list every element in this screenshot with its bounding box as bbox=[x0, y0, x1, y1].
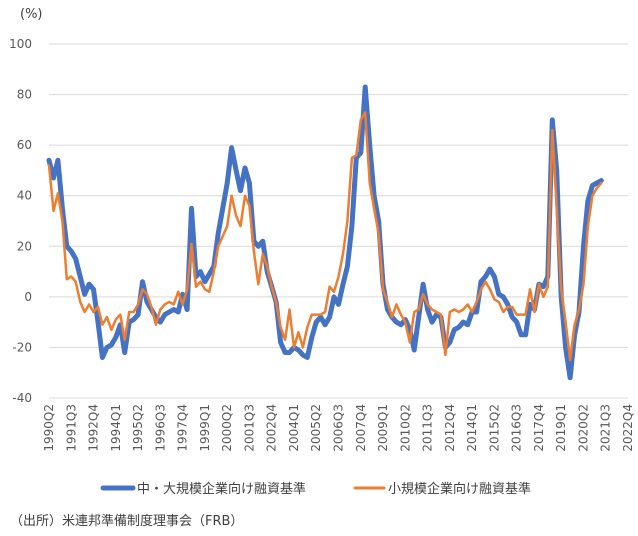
series-line-small bbox=[47, 111, 603, 362]
legend-label-large-mid: 中・大規模企業向け融資基準 bbox=[137, 481, 306, 497]
source-note: （出所）米連邦準備制度理事会（FRB） bbox=[10, 514, 244, 529]
x-tick-label: 2005Q2 bbox=[309, 404, 323, 452]
series-line-large-mid bbox=[46, 84, 604, 381]
x-tick-label: 1996Q3 bbox=[153, 404, 167, 452]
x-tick-label: 1994Q1 bbox=[109, 404, 123, 452]
x-tick-label: 2014Q1 bbox=[465, 404, 479, 452]
x-tick-label: 2011Q3 bbox=[421, 404, 435, 452]
x-tick-label: 2009Q1 bbox=[376, 404, 390, 452]
x-tick-label: 2012Q4 bbox=[443, 404, 457, 452]
gridlines bbox=[49, 43, 628, 399]
x-tick-label: 2017Q4 bbox=[532, 404, 546, 452]
x-tick-label: 1992Q4 bbox=[87, 404, 101, 452]
y-axis-unit-label: (%) bbox=[20, 7, 43, 22]
x-tick-label: 2000Q2 bbox=[220, 404, 234, 452]
x-tick-label: 1997Q4 bbox=[176, 404, 190, 452]
y-axis-ticks: -40 -20 0 20 40 60 80 100 bbox=[9, 37, 32, 405]
x-tick-label: 2015Q2 bbox=[487, 404, 501, 452]
y-tick-label: 60 bbox=[17, 138, 32, 152]
x-tick-label: 2002Q4 bbox=[265, 404, 279, 452]
y-tick-label: -40 bbox=[12, 391, 32, 405]
x-axis-ticks: 1990Q2 1991Q3 1992Q4 1994Q1 1995Q2 1996Q3 1997… bbox=[42, 404, 635, 452]
x-tick-label: 2007Q4 bbox=[354, 404, 368, 452]
x-tick-label: 1999Q1 bbox=[198, 404, 212, 452]
y-tick-label: 100 bbox=[9, 37, 32, 51]
y-tick-label: 40 bbox=[17, 189, 32, 203]
x-tick-label: 1995Q2 bbox=[131, 404, 145, 452]
x-tick-label: 2016Q3 bbox=[510, 404, 524, 452]
y-tick-label: -20 bbox=[12, 340, 32, 354]
x-tick-label: 2022Q4 bbox=[621, 404, 635, 452]
y-tick-label: 80 bbox=[17, 88, 32, 102]
series-lines bbox=[46, 84, 604, 381]
y-tick-label: 0 bbox=[24, 290, 32, 304]
x-tick-label: 2001Q3 bbox=[242, 404, 256, 452]
x-tick-label: 1990Q2 bbox=[42, 404, 56, 452]
legend: 中・大規模企業向け融資基準 小規模企業向け融資基準 bbox=[100, 481, 531, 497]
legend-label-small: 小規模企業向け融資基準 bbox=[388, 481, 531, 497]
x-tick-label: 2019Q1 bbox=[554, 404, 568, 452]
x-tick-label: 2004Q1 bbox=[287, 404, 301, 452]
x-tick-label: 2021Q3 bbox=[599, 404, 613, 452]
x-tick-label: 1991Q3 bbox=[64, 404, 78, 452]
x-tick-label: 2020Q2 bbox=[576, 404, 590, 452]
x-tick-label: 2006Q3 bbox=[332, 404, 346, 452]
y-tick-label: 20 bbox=[17, 239, 32, 253]
x-tick-label: 2010Q2 bbox=[398, 404, 412, 452]
